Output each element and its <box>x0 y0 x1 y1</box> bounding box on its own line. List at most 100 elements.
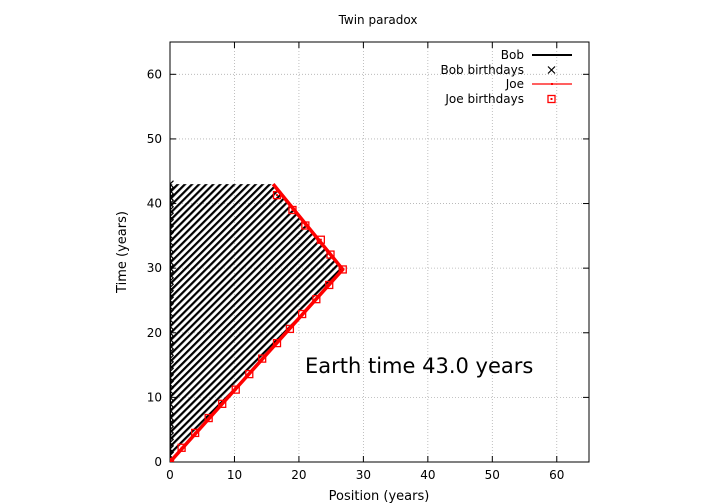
joe-birthdays-marker-dot <box>288 327 291 330</box>
y-tick-label: 50 <box>147 132 162 146</box>
bob-birthdays-marker <box>170 354 174 363</box>
bob-birthdays-marker <box>170 180 174 189</box>
y-tick-label: 60 <box>147 67 162 81</box>
joe-birthdays-marker <box>245 369 254 379</box>
x-tick-label: 10 <box>227 468 242 482</box>
y-axis-label: Time (years) <box>115 211 130 294</box>
joe-birthdays-marker-dot <box>329 253 332 256</box>
bob-birthdays-marker <box>170 432 174 441</box>
joe-birthdays-marker-dot <box>248 373 251 376</box>
bob-birthdays-marker <box>170 193 174 202</box>
joe-birthdays-marker-dot <box>276 194 279 197</box>
bob-birthdays-marker <box>170 244 174 253</box>
bob-birthdays-marker <box>170 406 174 415</box>
bob-birthdays-marker <box>170 341 174 350</box>
bob-birthdays-marker <box>170 257 174 266</box>
joe-birthdays-marker <box>218 399 227 408</box>
joe-birthdays-marker <box>325 280 334 290</box>
bob-birthdays-marker <box>170 302 174 311</box>
joe-birthdays-marker <box>177 443 186 452</box>
bob-birthdays-marker <box>170 283 174 292</box>
joe-birthdays-marker <box>316 235 325 244</box>
legend-label-joe-birthdays: Joe birthdays <box>444 92 524 106</box>
legend-swatch-dot <box>550 98 553 100</box>
chart-title: Twin paradox <box>338 13 418 27</box>
joe-birthdays-marker-dot <box>301 313 304 316</box>
bob-birthdays-marker <box>170 290 174 298</box>
joe-birthdays-marker <box>288 205 297 215</box>
bob-birthdays-marker <box>170 335 174 344</box>
joe-birthdays-marker-dot <box>261 357 264 360</box>
bob-birthdays-marker <box>170 238 174 247</box>
x-axis-ticks: 0 10 20 30 40 50 60 <box>166 42 564 482</box>
x-tick-label: 50 <box>485 468 500 482</box>
bob-birthdays-marker <box>170 399 174 408</box>
joe-birthdays-marker-dot <box>221 402 224 405</box>
bob-birthdays-marker <box>170 412 174 421</box>
series-layer <box>170 180 347 462</box>
joe-birthdays-marker-dot <box>315 298 318 301</box>
bob-birthdays-marker <box>170 328 174 337</box>
y-tick-label: 30 <box>147 261 162 275</box>
hatched-region <box>170 184 343 462</box>
bob-birthdays-marker <box>170 361 174 370</box>
bob-birthdays-marker <box>170 386 174 395</box>
y-tick-label: 0 <box>154 455 162 469</box>
y-tick-label: 40 <box>147 197 162 211</box>
joe-birthdays-marker <box>297 309 307 319</box>
bob-birthdays-marker <box>170 419 174 428</box>
bob-birthdays-marker <box>170 264 174 273</box>
joe-birthdays-marker-dot <box>170 461 171 462</box>
joe-birthdays-marker-dot <box>180 446 183 449</box>
bob-birthdays-marker <box>170 218 174 227</box>
bob-birthdays-marker <box>170 348 174 357</box>
hatched-polygon <box>170 184 343 462</box>
joe-birthdays-marker-dot <box>234 388 237 391</box>
joe-birthdays-marker <box>301 221 310 230</box>
bob-birthdays-marker <box>170 186 174 195</box>
joe-birthdays-marker <box>312 295 321 304</box>
bob-birthdays-marker <box>170 212 174 221</box>
bob-birthdays-marker <box>170 296 174 305</box>
legend-label-joe: Joe <box>505 77 524 91</box>
y-tick-label: 20 <box>147 326 162 340</box>
joe-birthdays-marker-dot <box>304 224 307 227</box>
legend-swatch-dot <box>551 83 553 85</box>
bob-birthdays-marker <box>170 380 174 389</box>
bob-birthdays-marker <box>170 231 174 240</box>
legend-swatch-bob-birthdays <box>547 66 556 74</box>
bob-birthdays-marker <box>170 374 174 382</box>
joe-birthdays-marker <box>338 265 347 274</box>
annotation-earth-time: Earth time 43.0 years <box>305 354 533 378</box>
joe-birthdays-marker <box>326 250 335 259</box>
legend-swatch-joe-birthdays <box>547 94 556 104</box>
x-axis-label: Position (years) <box>329 489 430 504</box>
legend-label-bob: Bob <box>501 48 524 62</box>
joe-birthdays-marker-dot <box>194 431 197 434</box>
bob-birthdays-marker <box>170 438 174 447</box>
joe-birthdays-marker <box>231 385 240 394</box>
joe-birthdays-marker-dot <box>291 209 294 211</box>
joe-birthdays-marker-dot <box>341 268 344 271</box>
joe-birthdays-marker <box>190 428 200 438</box>
bob-birthdays-marker <box>170 315 174 324</box>
x-tick-label: 40 <box>420 468 435 482</box>
bob-birthdays-marker <box>170 322 174 331</box>
bob-birthdays-marker <box>170 367 174 376</box>
bob-birthdays-marker <box>170 393 174 402</box>
bob-birthdays-marker <box>170 445 174 454</box>
bob-birthdays-marker <box>170 251 174 260</box>
y-tick-label: 10 <box>147 390 162 404</box>
joe-birthdays-marker-dot <box>207 417 210 420</box>
joe-birthdays-marker <box>272 338 282 348</box>
joe-birthdays-marker <box>285 324 295 334</box>
joe-birthdays-marker <box>272 190 282 200</box>
bob-birthdays-marker <box>170 199 174 208</box>
bob-birthdays-marker <box>170 309 174 318</box>
x-tick-label: 30 <box>356 468 371 482</box>
x-tick-label: 0 <box>166 468 174 482</box>
bob-birthdays-marker <box>170 206 174 214</box>
x-tick-label: 20 <box>291 468 306 482</box>
